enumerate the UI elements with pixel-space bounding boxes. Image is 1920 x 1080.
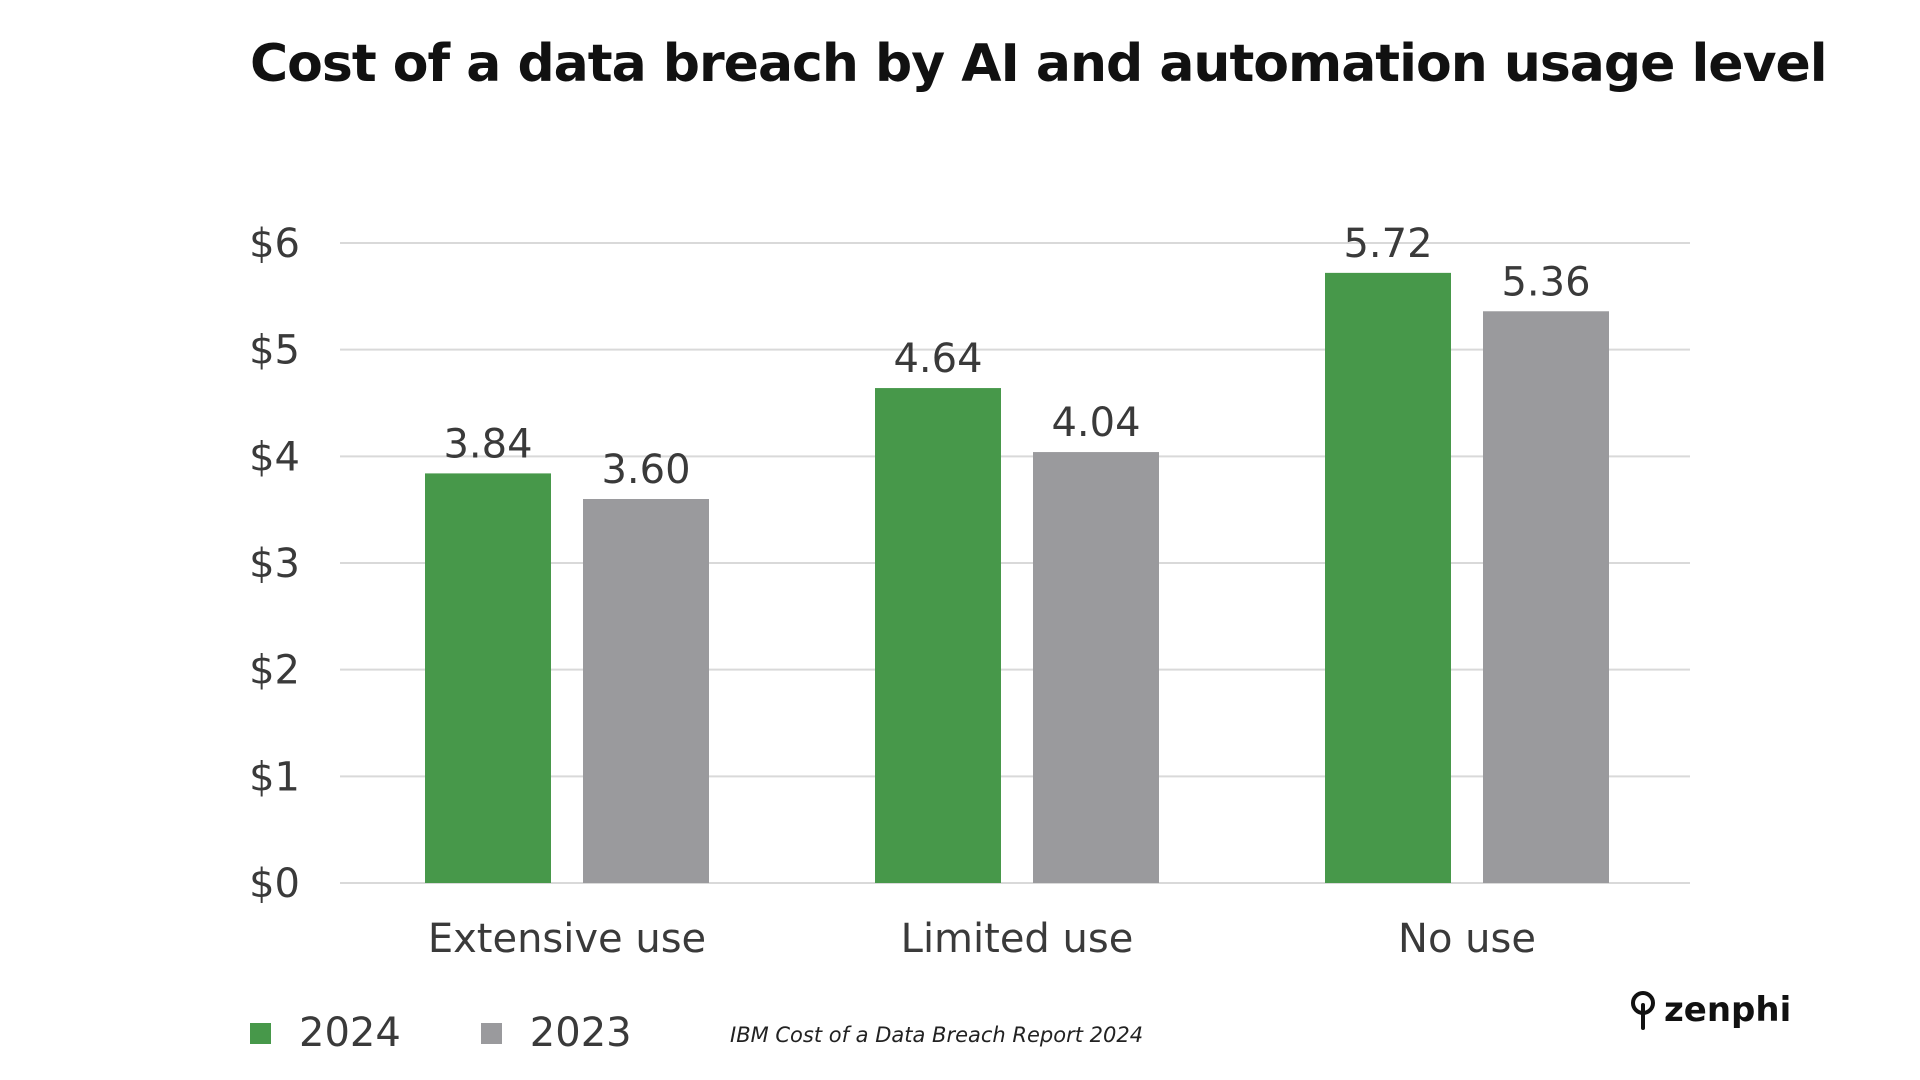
x-tick-label: No use [1398, 916, 1536, 962]
y-tick-label: $6 [249, 221, 300, 267]
bar-2023-2 [1483, 311, 1609, 883]
legend-swatch-2024 [250, 1022, 271, 1044]
data-label-2024-2: 5.72 [1343, 221, 1432, 267]
bar-2024-0 [425, 473, 551, 883]
legend-label-2024: 2024 [299, 1010, 401, 1056]
chart-title: Cost of a data breach by AI and automati… [250, 34, 1828, 94]
bar-2023-1 [1033, 452, 1159, 883]
data-label-2024-0: 3.84 [443, 421, 532, 467]
x-tick-label: Extensive use [428, 916, 706, 962]
legend-item-2024: 2024 [250, 1010, 401, 1056]
data-label-2023-2: 5.36 [1501, 259, 1590, 305]
zenphi-logo-icon [1631, 991, 1655, 1030]
y-tick-label: $5 [249, 328, 300, 374]
data-label-2024-1: 4.64 [893, 336, 982, 382]
legend-swatch-2023 [480, 1022, 502, 1044]
bar-2024-2 [1325, 272, 1451, 883]
brand-name: zenphi [1664, 990, 1792, 1030]
bars [425, 272, 1609, 883]
y-tick-label: $4 [249, 434, 300, 480]
y-axis: $0 $1 $2 $3 $4 $5 $6 [249, 221, 300, 907]
y-tick-label: $2 [249, 648, 300, 694]
data-label-2023-0: 3.60 [601, 447, 690, 493]
legend-label-2023: 2023 [529, 1010, 632, 1056]
data-label-2023-1: 4.04 [1051, 400, 1140, 446]
y-tick-label: $3 [249, 541, 300, 587]
legend: 2024 2023 [250, 1010, 712, 1056]
y-tick-label: $0 [249, 861, 300, 907]
source-note: IBM Cost of a Data Breach Report 2024 [730, 1023, 1144, 1047]
brand-logo: zenphi [1630, 990, 1791, 1030]
x-tick-label: Limited use [901, 916, 1134, 962]
legend-item-2023: 2023 [480, 1010, 632, 1056]
bar-2024-1 [875, 388, 1001, 883]
y-tick-label: $1 [249, 754, 300, 800]
x-axis: Extensive use Limited use No use [428, 916, 1536, 962]
bar-2023-0 [583, 499, 709, 883]
value-labels: 3.84 3.60 4.64 4.04 5.72 5.36 [443, 221, 1590, 493]
gridlines [340, 242, 1690, 884]
